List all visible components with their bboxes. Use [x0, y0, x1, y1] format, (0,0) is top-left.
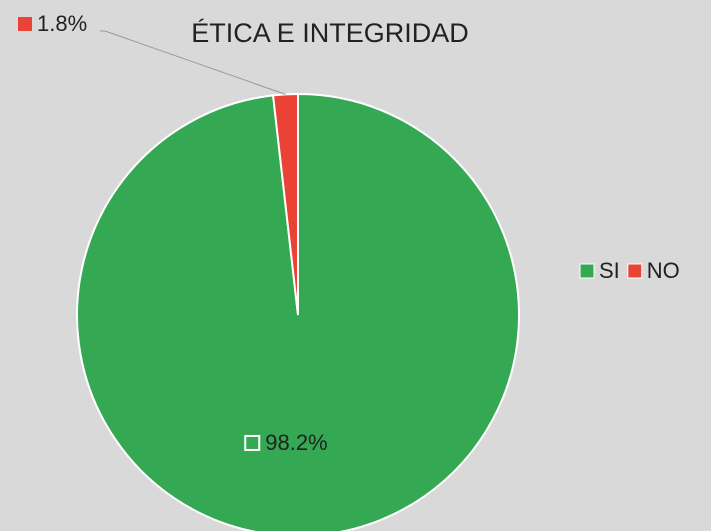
legend-label: SI — [599, 258, 620, 283]
data-label: 1.8% — [37, 11, 87, 36]
pie-slice — [76, 92, 520, 531]
legend-key — [579, 263, 595, 279]
leader-line — [100, 30, 286, 95]
data-label-key — [18, 17, 32, 31]
legend-label: NO — [647, 258, 680, 283]
pie-slice — [271, 92, 299, 316]
data-label-key — [244, 434, 261, 451]
chart-title: ÉTICA E INTEGRIDAD — [191, 18, 469, 48]
data-label: 98.2% — [265, 430, 327, 455]
legend-key — [627, 263, 643, 279]
